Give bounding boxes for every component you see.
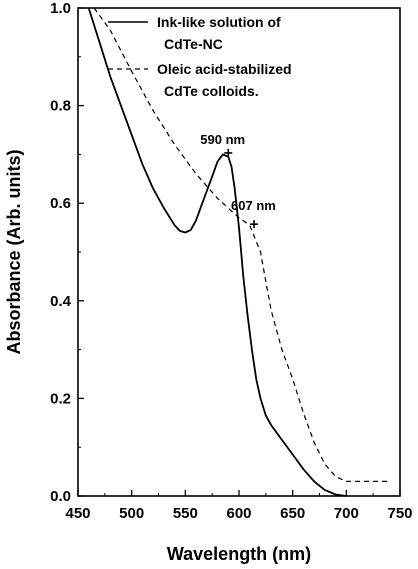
plot-frame — [77, 7, 401, 497]
annotation-label: 607 nm — [231, 198, 276, 213]
peak-annotations: 590 nm 607 nm — [200, 132, 276, 229]
legend-label-ink-solution-line2: CdTe-NC — [164, 36, 223, 52]
x-tick-label: 750 — [387, 505, 412, 522]
x-axis-title: Wavelength (nm) — [167, 544, 311, 564]
annotation-label: 590 nm — [200, 132, 245, 147]
x-tick-label: 500 — [119, 505, 144, 522]
x-tick-label: 700 — [334, 505, 359, 522]
x-tick-label: 650 — [280, 505, 305, 522]
series-line-oleic-colloids — [93, 7, 390, 482]
legend: Ink-like solution of CdTe-NC Oleic acid-… — [108, 14, 292, 99]
y-axis-title: Absorbance (Arb. units) — [4, 149, 24, 354]
legend-label-oleic-colloids-line2: CdTe colloids. — [164, 83, 259, 99]
x-axis-ticks: 450 500 550 600 650 700 750 — [65, 490, 413, 522]
y-tick-label: 1.0 — [50, 0, 71, 17]
x-tick-label: 600 — [226, 505, 251, 522]
x-tick-label: 450 — [65, 505, 90, 522]
plot-lines — [87, 7, 390, 497]
y-tick-label: 0.2 — [50, 390, 71, 407]
y-tick-label: 0.6 — [50, 195, 71, 212]
x-tick-label: 550 — [173, 505, 198, 522]
legend-label-ink-solution-line1: Ink-like solution of — [157, 14, 281, 30]
legend-label-oleic-colloids-line1: Oleic acid-stabilized — [157, 61, 292, 77]
series-line-ink-solution — [87, 7, 347, 497]
y-tick-label: 0.0 — [50, 488, 71, 505]
y-tick-label: 0.8 — [50, 98, 71, 115]
y-tick-label: 0.4 — [50, 293, 72, 310]
y-axis-ticks: 0.0 0.2 0.4 0.6 0.8 1.0 — [50, 0, 84, 505]
